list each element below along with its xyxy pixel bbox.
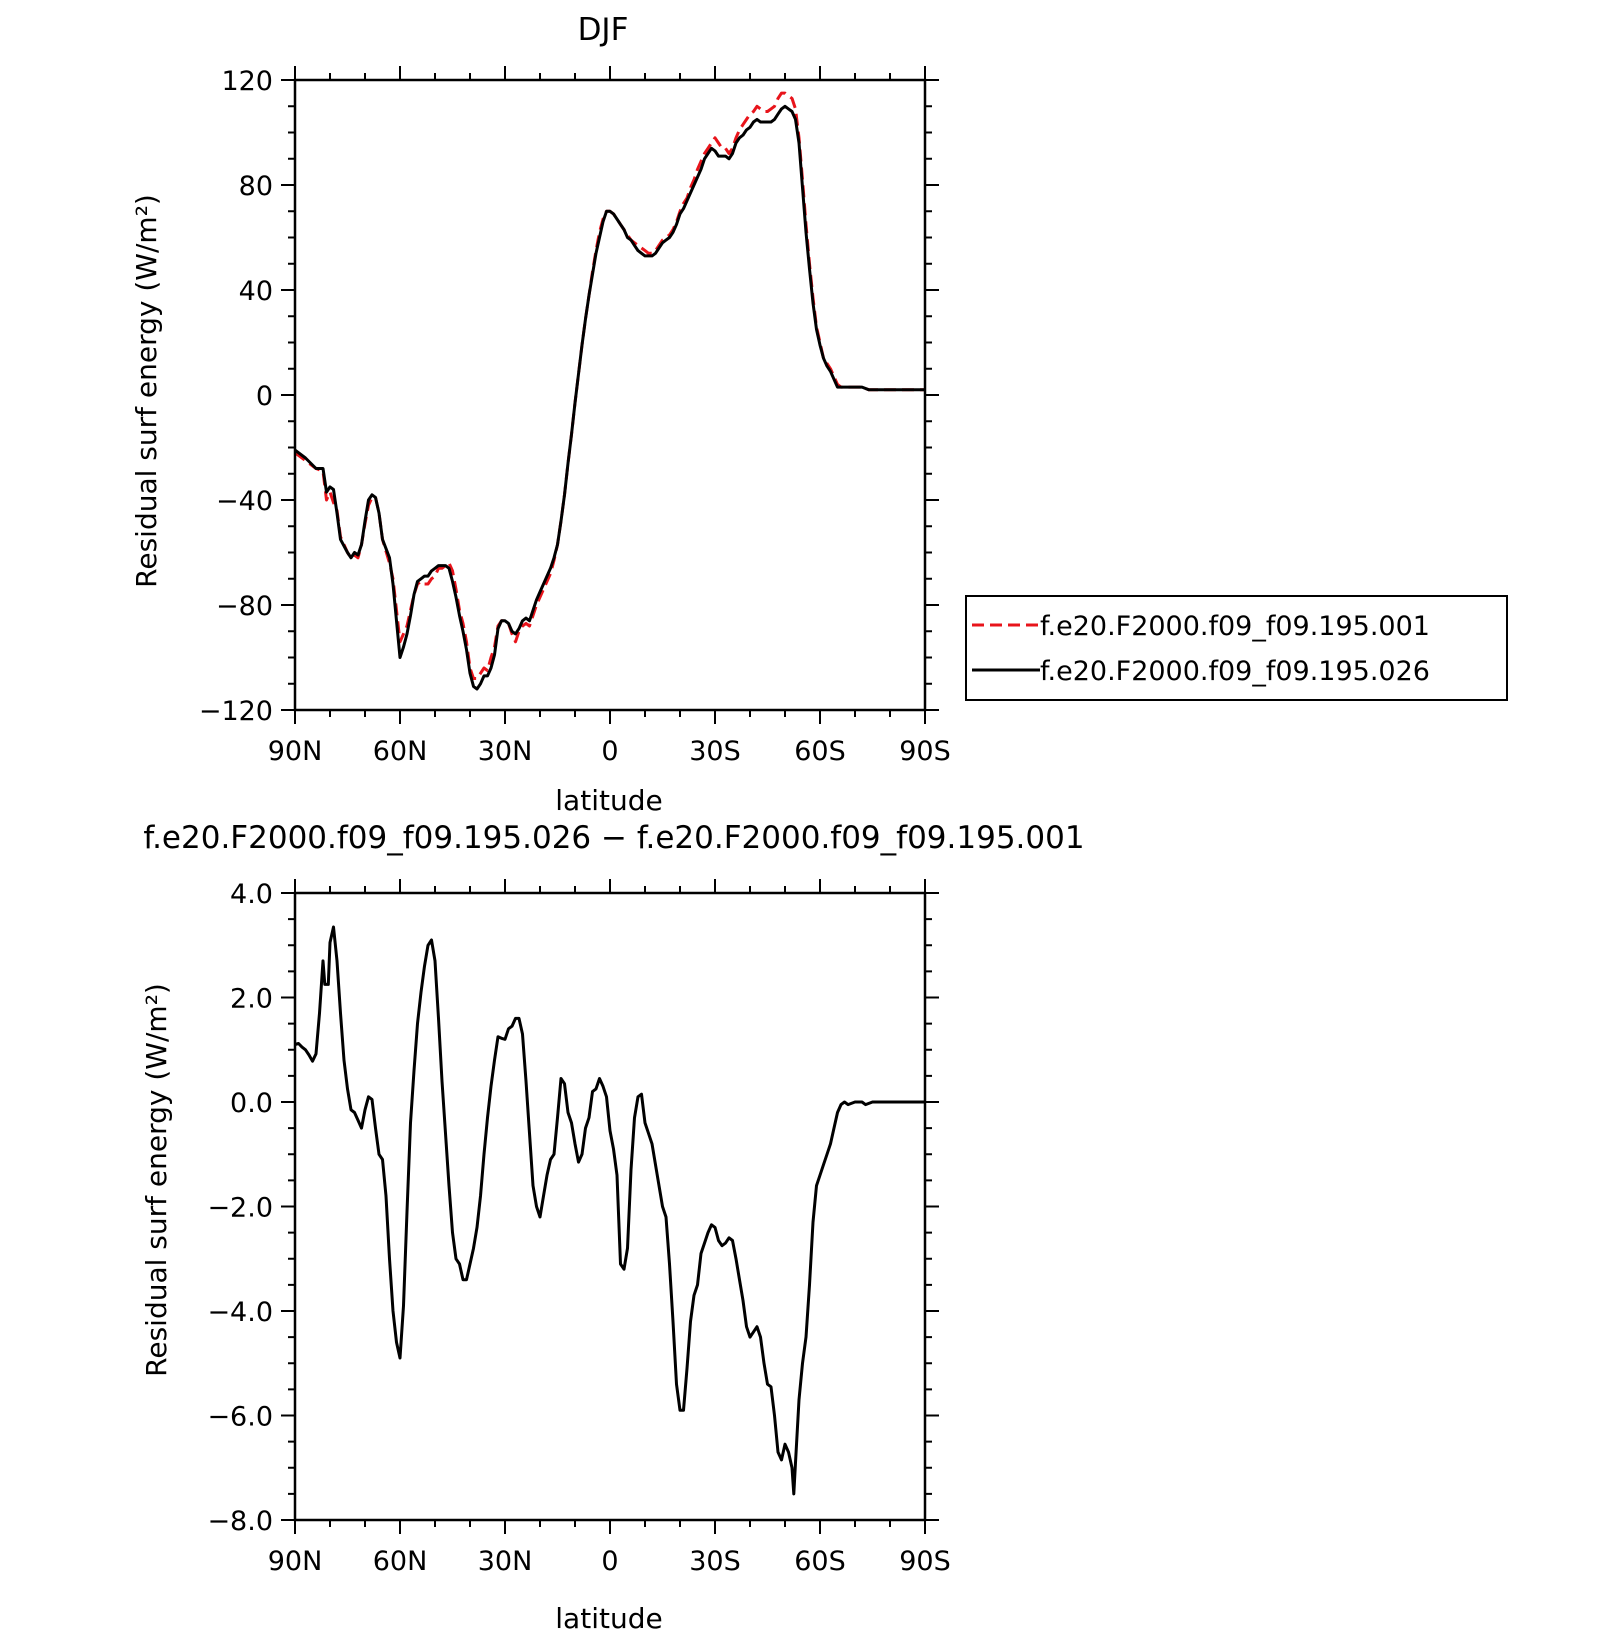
y-tick-label: −4.0: [207, 1297, 273, 1328]
bottom-series-lines: [294, 925, 925, 1496]
y-tick-label: 40: [239, 276, 273, 307]
x-tick-label: 60N: [373, 1546, 428, 1577]
y-tick-label: −6.0: [207, 1402, 273, 1433]
bottom-ticks: [281, 879, 939, 1534]
x-tick-label: 60S: [794, 736, 846, 767]
bottom-x-axis-label: latitude: [555, 1602, 662, 1635]
y-tick-label: 2.0: [230, 984, 273, 1015]
y-tick-label: −40: [216, 486, 273, 517]
x-tick-label: 0: [601, 736, 618, 767]
top-x-axis-label: latitude: [555, 784, 662, 817]
top-ticks: [281, 66, 939, 724]
y-tick-label: 0: [256, 381, 273, 412]
x-tick-label: 30N: [478, 736, 533, 767]
bottom-plot-frame: [293, 891, 927, 1522]
y-tick-label: −2.0: [207, 1193, 273, 1224]
y-tick-label: −80: [216, 591, 273, 622]
top-series-line-1: [294, 91, 925, 680]
top-plot-frame: [293, 78, 927, 712]
y-tick-label: 0.0: [230, 1088, 273, 1119]
y-tick-label: 120: [221, 66, 273, 97]
top-y-axis-label: Residual surf energy (W/m²): [130, 194, 163, 588]
x-tick-label: 30S: [689, 736, 741, 767]
top-tick-labels: 90N 60N 30N 0 30S 60S 90S 120 80 40 0 −40 −80 −120: [199, 66, 951, 767]
x-tick-label: 90S: [899, 736, 951, 767]
x-tick-label: 90N: [268, 736, 323, 767]
x-tick-label: 60N: [373, 736, 428, 767]
x-tick-label: 90S: [899, 1546, 951, 1577]
y-tick-label: 4.0: [230, 879, 273, 910]
legend-label-series-1: f.e20.F2000.f09_f09.195.001: [1040, 611, 1430, 642]
bottom-panel: f.e20.F2000.f09_f09.195.026 − f.e20.F200…: [140, 820, 1085, 1635]
top-series-lines: [294, 91, 925, 691]
x-tick-label: 90N: [268, 1546, 323, 1577]
bottom-series-line-1: [294, 925, 925, 1496]
bottom-y-axis-label: Residual surf energy (W/m²): [140, 983, 173, 1377]
x-tick-label: 30N: [478, 1546, 533, 1577]
x-tick-label: 0: [601, 1546, 618, 1577]
legend-box: [965, 595, 1508, 701]
legend: f.e20.F2000.f09_f09.195.001 f.e20.F2000.…: [965, 595, 1508, 701]
bottom-title: f.e20.F2000.f09_f09.195.026 − f.e20.F200…: [143, 820, 1084, 856]
top-title: DJF: [578, 12, 629, 48]
y-tick-label: −120: [199, 696, 273, 727]
legend-label-series-2: f.e20.F2000.f09_f09.195.026: [1040, 656, 1430, 687]
top-panel: DJF Residual surf energy (W/m²) latitude…: [130, 12, 951, 817]
x-tick-label: 30S: [689, 1546, 741, 1577]
bottom-tick-labels: 90N 60N 30N 0 30S 60S 90S 4.0 2.0 0.0 −2.0 −4.0 −6.0…: [207, 879, 950, 1577]
y-tick-label: −8.0: [207, 1506, 273, 1537]
y-tick-label: 80: [239, 171, 273, 202]
top-series-line-2: [294, 104, 925, 691]
x-tick-label: 60S: [794, 1546, 846, 1577]
